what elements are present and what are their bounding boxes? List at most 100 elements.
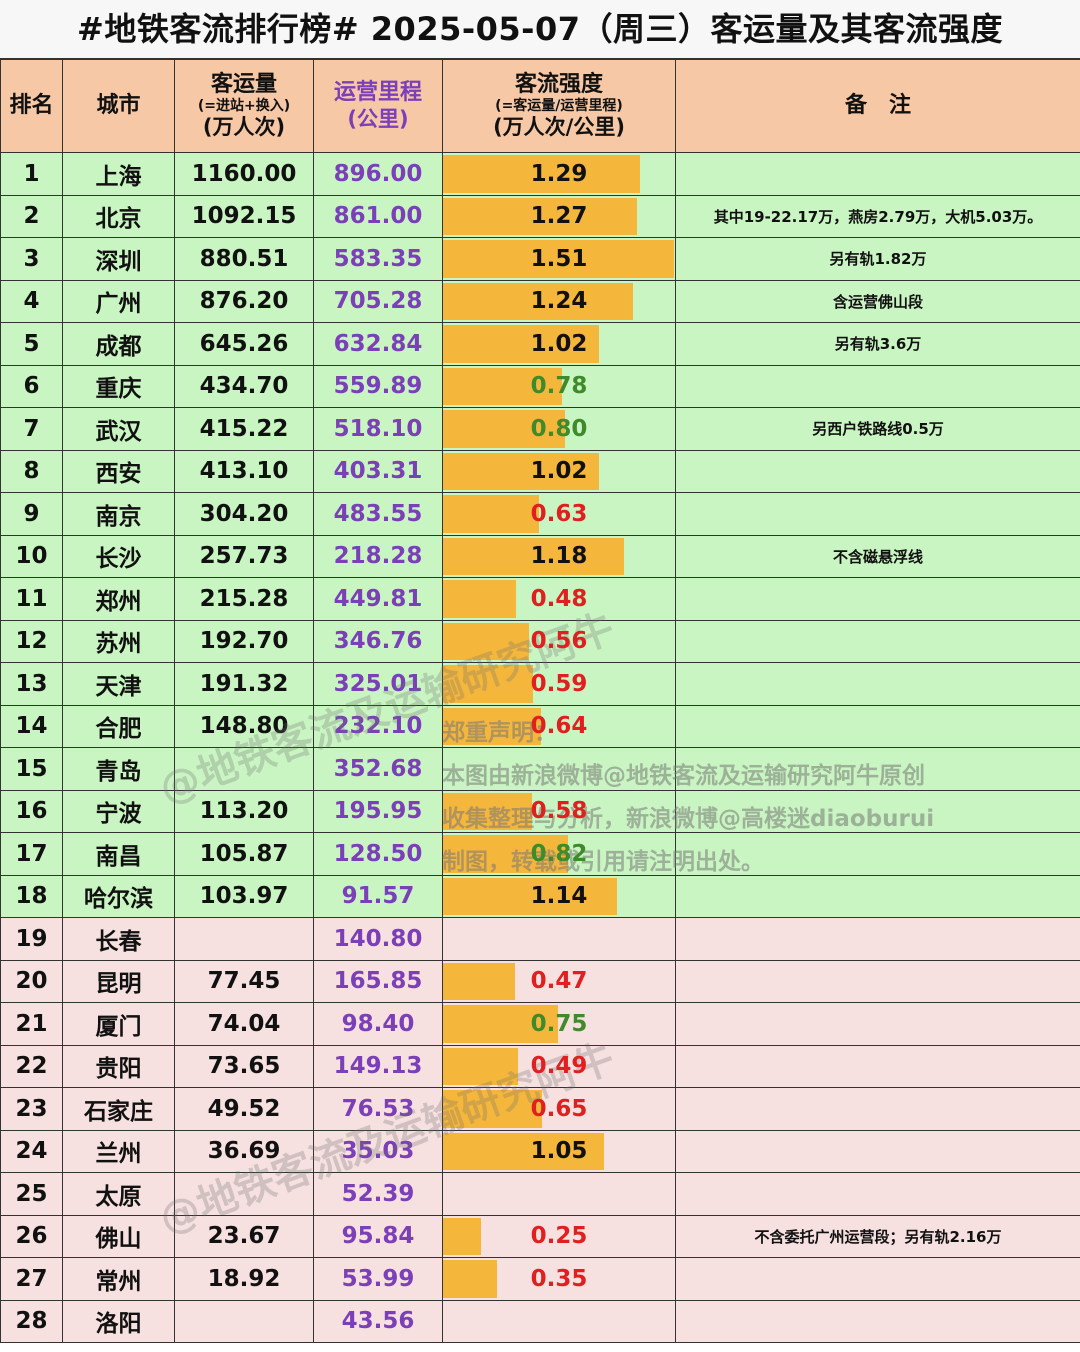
km-cell: 43.56 <box>313 1299 443 1343</box>
header-km-unit: (公里) <box>347 106 409 131</box>
table-row: 20 昆明 77.45 165.85 0.47 <box>0 959 1080 1003</box>
city-cell: 贵阳 <box>62 1044 175 1088</box>
rank-cell: 16 <box>0 789 63 833</box>
note-cell <box>675 789 1080 833</box>
km-cell: 352.68 <box>313 747 443 791</box>
volume-cell: 148.80 <box>174 704 314 748</box>
intensity-cell <box>442 747 676 791</box>
rank-cell: 19 <box>0 917 63 961</box>
note-cell <box>675 959 1080 1003</box>
rank-cell: 23 <box>0 1087 63 1131</box>
city-cell: 西安 <box>62 449 175 493</box>
table-row: 16 宁波 113.20 195.95 0.58 <box>0 789 1080 833</box>
intensity-cell: 0.48 <box>442 577 676 621</box>
intensity-value: 0.48 <box>530 585 588 612</box>
intensity-cell: 0.58 <box>442 789 676 833</box>
rank-cell: 9 <box>0 492 63 536</box>
ranking-table: 排名 城市 客运量 (=进站+换入) (万人次) 运营里程 (公里) 客流强度 … <box>0 59 1080 1343</box>
volume-cell: 191.32 <box>174 662 314 706</box>
city-cell: 石家庄 <box>62 1087 175 1131</box>
km-cell: 861.00 <box>313 194 443 238</box>
intensity-bar <box>443 877 617 915</box>
intensity-cell: 1.05 <box>442 1129 676 1173</box>
rank-cell: 2 <box>0 194 63 238</box>
city-cell: 苏州 <box>62 619 175 663</box>
volume-cell: 1160.00 <box>174 152 314 196</box>
table-row: 4 广州 876.20 705.28 1.24 含运营佛山段 <box>0 279 1080 323</box>
note-cell: 其中19-22.17万，燕房2.79万，大机5.03万。 <box>675 194 1080 238</box>
intensity-value: 1.51 <box>530 245 588 272</box>
note-cell <box>675 1044 1080 1088</box>
intensity-bar <box>443 1090 542 1128</box>
intensity-cell: 0.59 <box>442 662 676 706</box>
table-row: 15 青岛 352.68 <box>0 747 1080 791</box>
city-cell: 哈尔滨 <box>62 874 175 918</box>
header-intensity: 客流强度 (=客运量/运营里程) (万人次/公里) <box>442 59 676 153</box>
volume-cell: 192.70 <box>174 619 314 663</box>
table-row: 9 南京 304.20 483.55 0.63 <box>0 492 1080 536</box>
note-cell <box>675 577 1080 621</box>
city-cell: 厦门 <box>62 1002 175 1046</box>
intensity-value: 1.05 <box>530 1138 588 1165</box>
intensity-cell: 0.82 <box>442 832 676 876</box>
table-row: 18 哈尔滨 103.97 91.57 1.14 <box>0 874 1080 918</box>
note-cell <box>675 492 1080 536</box>
header-intensity-unit: (万人次/公里) <box>493 115 625 139</box>
table-body: 1 上海 1160.00 896.00 1.29 2 北京 1092.15 861.00 1.27… <box>0 152 1080 1343</box>
note-cell: 另西户铁路线0.5万 <box>675 407 1080 451</box>
note-cell: 含运营佛山段 <box>675 279 1080 323</box>
intensity-value: 1.14 <box>530 883 588 910</box>
rank-cell: 10 <box>0 534 63 578</box>
intensity-bar <box>443 1005 558 1043</box>
city-cell: 武汉 <box>62 407 175 451</box>
intensity-cell: 1.29 <box>442 152 676 196</box>
note-cell <box>675 747 1080 791</box>
intensity-cell: 0.65 <box>442 1087 676 1131</box>
intensity-value: 0.64 <box>530 713 588 740</box>
header-row: 排名 城市 客运量 (=进站+换入) (万人次) 运营里程 (公里) 客流强度 … <box>0 59 1080 153</box>
km-cell: 52.39 <box>313 1172 443 1216</box>
intensity-cell: 0.49 <box>442 1044 676 1088</box>
note-cell <box>675 704 1080 748</box>
intensity-cell: 1.14 <box>442 874 676 918</box>
intensity-cell: 1.24 <box>442 279 676 323</box>
rank-cell: 5 <box>0 322 63 366</box>
header-city: 城市 <box>62 59 175 153</box>
table-row: 22 贵阳 73.65 149.13 0.49 <box>0 1044 1080 1088</box>
intensity-value: 1.02 <box>530 458 588 485</box>
intensity-bar <box>443 155 640 193</box>
rank-cell: 28 <box>0 1299 63 1343</box>
volume-cell: 413.10 <box>174 449 314 493</box>
volume-cell: 77.45 <box>174 959 314 1003</box>
city-cell: 洛阳 <box>62 1299 175 1343</box>
volume-cell: 257.73 <box>174 534 314 578</box>
city-cell: 上海 <box>62 152 175 196</box>
city-cell: 常州 <box>62 1257 175 1301</box>
table-row: 2 北京 1092.15 861.00 1.27 其中19-22.17万，燕房2.79万，… <box>0 194 1080 238</box>
table-row: 8 西安 413.10 403.31 1.02 <box>0 449 1080 493</box>
rank-cell: 12 <box>0 619 63 663</box>
rank-cell: 22 <box>0 1044 63 1088</box>
intensity-bar <box>443 962 515 1000</box>
intensity-bar <box>443 792 532 830</box>
volume-cell <box>174 747 314 791</box>
volume-cell: 434.70 <box>174 364 314 408</box>
city-cell: 昆明 <box>62 959 175 1003</box>
intensity-bar <box>443 282 633 320</box>
km-cell: 232.10 <box>313 704 443 748</box>
intensity-cell: 0.35 <box>442 1257 676 1301</box>
table-row: 6 重庆 434.70 559.89 0.78 <box>0 364 1080 408</box>
km-cell: 325.01 <box>313 662 443 706</box>
intensity-bar <box>443 495 539 533</box>
km-cell: 195.95 <box>313 789 443 833</box>
note-cell <box>675 152 1080 196</box>
km-cell: 632.84 <box>313 322 443 366</box>
header-km: 运营里程 (公里) <box>313 59 443 153</box>
table-row: 19 长春 140.80 <box>0 917 1080 961</box>
rank-cell: 13 <box>0 662 63 706</box>
table-row: 11 郑州 215.28 449.81 0.48 <box>0 577 1080 621</box>
table-row: 27 常州 18.92 53.99 0.35 <box>0 1257 1080 1301</box>
km-cell: 218.28 <box>313 534 443 578</box>
km-cell: 346.76 <box>313 619 443 663</box>
km-cell: 76.53 <box>313 1087 443 1131</box>
